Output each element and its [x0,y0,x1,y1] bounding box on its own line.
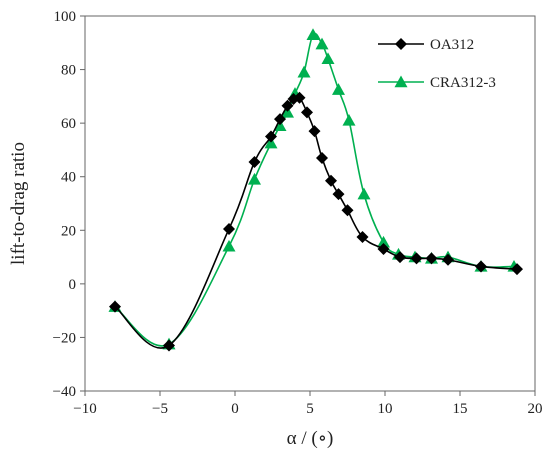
data-point-cra312-3 [223,240,236,252]
y-axis-title: lift-to-drag ratio [8,142,29,265]
data-point-oa312 [325,175,337,187]
data-point-oa312 [223,223,235,235]
data-point-cra312-3 [307,28,320,40]
y-tick-label: 20 [61,223,76,239]
data-point-cra312-3 [358,188,371,200]
y-tick-label: −20 [53,330,76,346]
x-tick-label: 15 [453,401,468,417]
x-tick-label: 0 [231,401,239,417]
x-tick-label: 5 [306,401,314,417]
y-tick-label: 0 [69,277,77,293]
data-point-oa312 [411,252,423,264]
data-point-cra312-3 [298,66,311,78]
data-point-cra312-3 [343,114,356,126]
legend-marker-oa312 [395,38,407,50]
data-point-oa312 [309,125,321,137]
data-point-oa312 [316,152,328,164]
y-tick-label: 40 [61,170,76,186]
plot-area-frame [85,16,535,391]
y-tick-label: 60 [61,116,76,132]
x-tick-label: 10 [378,401,393,417]
data-point-oa312 [442,254,454,266]
data-point-oa312 [301,106,313,118]
y-tick-label: 80 [61,63,76,79]
x-axis-title: α / (∘) [287,428,334,449]
x-tick-label: −5 [152,401,168,417]
data-point-cra312-3 [332,83,345,95]
data-point-oa312 [342,204,354,216]
x-tick-label: −10 [73,401,96,417]
legend-label-oa312: OA312 [430,37,474,53]
data-point-cra312-3 [322,52,335,64]
data-point-oa312 [265,131,277,143]
y-tick-label: 100 [54,9,77,25]
legend-label-cra312-3: CRA312-3 [430,75,496,91]
data-point-oa312 [249,156,261,168]
x-tick-label: 20 [528,401,543,417]
data-point-oa312 [333,188,345,200]
y-tick-label: −40 [53,384,76,400]
